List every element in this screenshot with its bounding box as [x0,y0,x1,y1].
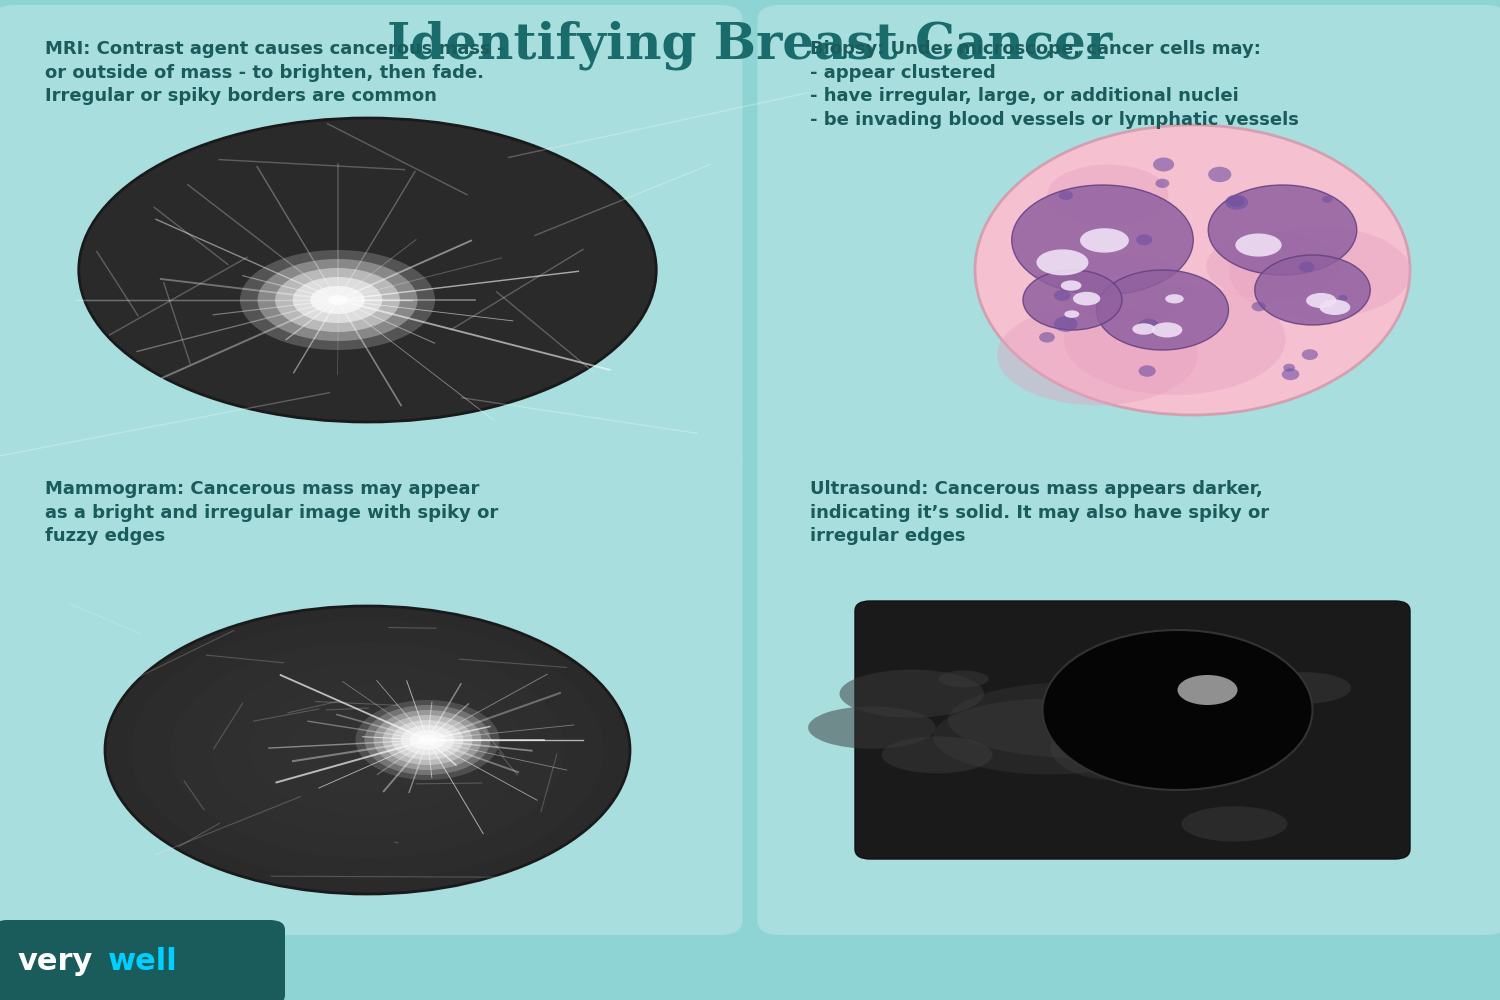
Ellipse shape [356,700,500,780]
Ellipse shape [258,259,417,341]
Ellipse shape [1042,630,1312,790]
Ellipse shape [327,295,346,305]
Circle shape [1138,319,1160,333]
Circle shape [1154,157,1174,171]
Ellipse shape [274,268,400,332]
Ellipse shape [374,710,482,770]
Circle shape [1322,196,1332,203]
Ellipse shape [1080,228,1130,253]
Text: very: very [18,948,93,976]
Ellipse shape [1064,284,1286,395]
Ellipse shape [882,736,993,773]
Text: Biopsy: Under microscope, cancer cells may:
- appear clustered
- have irregular,: Biopsy: Under microscope, cancer cells m… [810,40,1299,129]
Ellipse shape [240,250,435,350]
Ellipse shape [840,670,984,718]
Circle shape [1226,195,1248,210]
Ellipse shape [1023,270,1122,330]
Ellipse shape [210,664,525,836]
Ellipse shape [1056,254,1191,321]
Circle shape [1138,365,1156,377]
Circle shape [1040,332,1054,343]
FancyBboxPatch shape [855,601,1410,859]
Text: well: well [108,948,177,976]
Ellipse shape [1228,227,1412,318]
Ellipse shape [808,706,936,749]
Ellipse shape [1256,672,1352,704]
Ellipse shape [400,725,454,755]
Ellipse shape [1320,300,1350,315]
Ellipse shape [292,277,382,323]
Circle shape [1054,290,1071,301]
Ellipse shape [78,118,657,422]
Ellipse shape [1206,233,1341,300]
Circle shape [1059,191,1072,200]
Ellipse shape [171,642,564,858]
Ellipse shape [1306,293,1336,308]
Ellipse shape [1047,164,1168,225]
Circle shape [1227,195,1244,207]
Ellipse shape [392,720,464,760]
Ellipse shape [1050,716,1186,781]
Ellipse shape [410,730,446,750]
Text: Ultrasound: Cancerous mass appears darker,
indicating it’s solid. It may also ha: Ultrasound: Cancerous mass appears darke… [810,480,1269,545]
Ellipse shape [1132,323,1155,335]
Ellipse shape [1126,676,1192,697]
Ellipse shape [1013,185,1194,295]
Text: Mammogram: Cancerous mass may appear
as a bright and irregular image with spiky : Mammogram: Cancerous mass may appear as … [45,480,498,545]
Text: Identifying Breast Cancer: Identifying Breast Cancer [387,20,1113,70]
FancyBboxPatch shape [0,445,742,935]
Circle shape [1136,234,1152,245]
Ellipse shape [1182,806,1287,842]
Circle shape [1299,262,1314,272]
Ellipse shape [132,620,603,880]
Ellipse shape [1152,322,1182,338]
Ellipse shape [1065,310,1080,318]
Circle shape [1155,179,1170,188]
Ellipse shape [939,671,988,687]
Ellipse shape [310,286,364,314]
Ellipse shape [1236,233,1281,257]
Circle shape [1281,368,1299,380]
FancyBboxPatch shape [0,5,742,475]
Circle shape [1302,349,1318,360]
Text: MRI: Contrast agent causes cancerous mass -
or outside of mass - to brighten, th: MRI: Contrast agent causes cancerous mas… [45,40,504,105]
Ellipse shape [1072,292,1101,305]
Ellipse shape [1036,249,1089,275]
Ellipse shape [1166,294,1184,303]
Circle shape [1054,316,1077,332]
Ellipse shape [419,735,436,745]
Ellipse shape [1060,280,1082,291]
Ellipse shape [105,606,630,894]
FancyBboxPatch shape [0,920,285,1000]
Circle shape [1208,167,1231,182]
Circle shape [1282,364,1294,372]
FancyBboxPatch shape [758,5,1500,475]
Ellipse shape [948,682,1212,758]
Ellipse shape [998,305,1198,405]
Circle shape [1338,295,1347,301]
Ellipse shape [1196,721,1252,740]
Ellipse shape [1254,255,1371,325]
Ellipse shape [364,705,490,775]
Ellipse shape [249,685,486,815]
Ellipse shape [382,715,472,765]
FancyBboxPatch shape [758,445,1500,935]
Circle shape [975,125,1410,415]
Ellipse shape [1096,270,1228,350]
Ellipse shape [1209,185,1356,275]
Circle shape [1251,302,1266,311]
Ellipse shape [1178,675,1238,705]
Ellipse shape [933,699,1164,774]
